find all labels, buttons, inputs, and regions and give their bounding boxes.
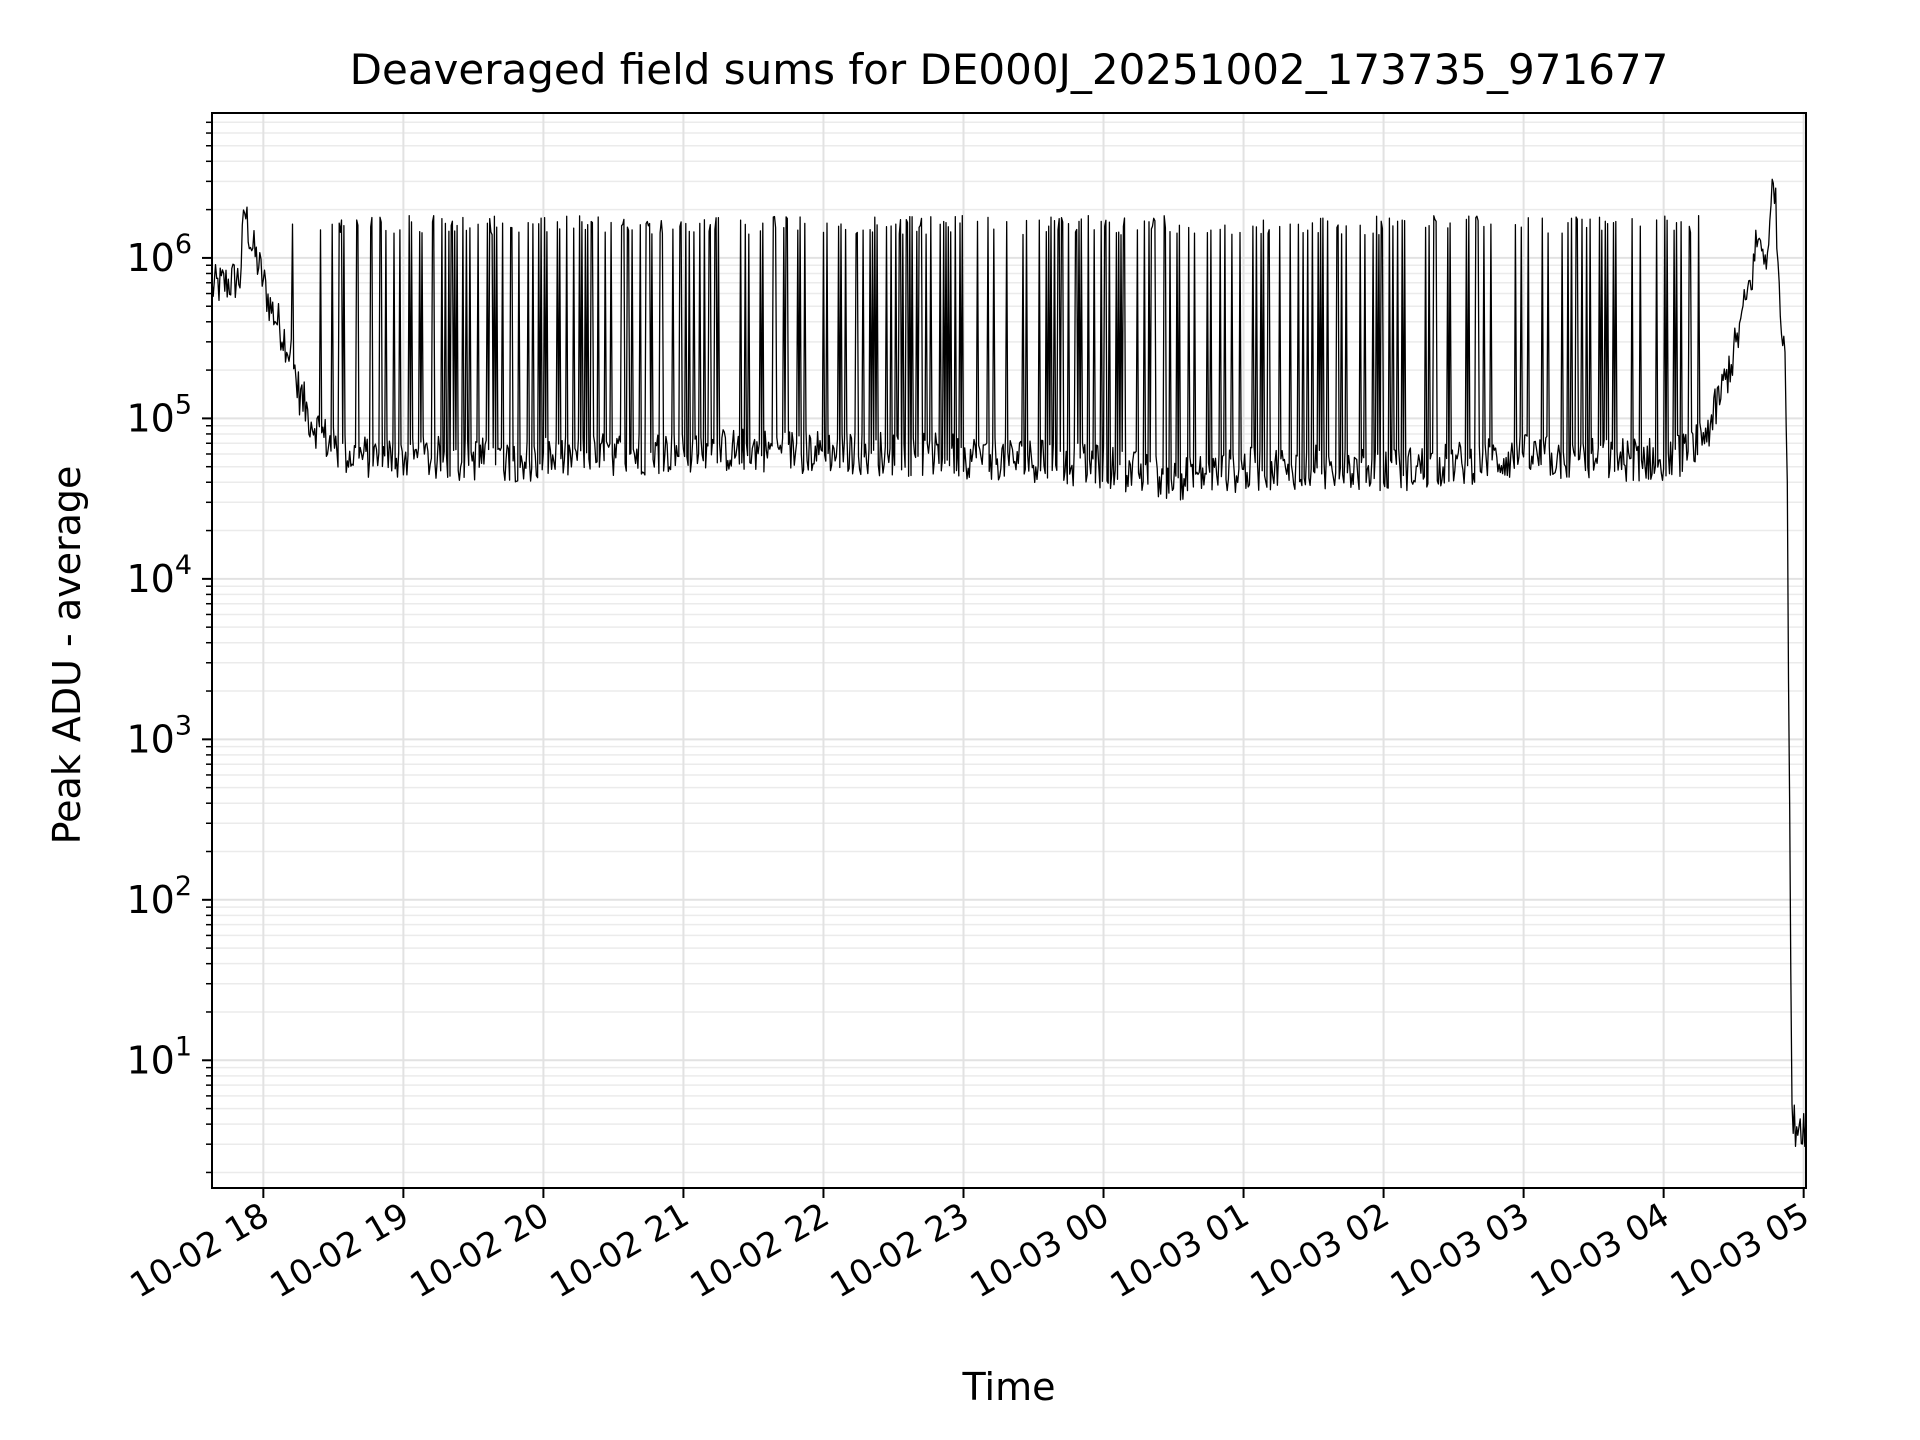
x-axis-label: Time: [962, 1365, 1056, 1409]
series-layer: [211, 178, 1807, 1148]
y-tick-label: 105: [126, 389, 192, 440]
y-tick-label: 106: [126, 229, 192, 280]
plot-frame: [211, 112, 1807, 1189]
y-axis-label: Peak ADU - average: [45, 466, 89, 845]
y-tick-label: 104: [126, 550, 192, 601]
chart-title: Deaveraged field sums for DE000J_2025100…: [350, 45, 1669, 94]
y-tick-label: 101: [126, 1031, 192, 1082]
series-line: [211, 178, 1807, 1148]
y-tick-label: 102: [126, 871, 192, 922]
grid: [212, 113, 1806, 1188]
y-axis: 101 102 103 104 105 106: [126, 121, 212, 1174]
y-tick-label: 103: [126, 710, 192, 761]
